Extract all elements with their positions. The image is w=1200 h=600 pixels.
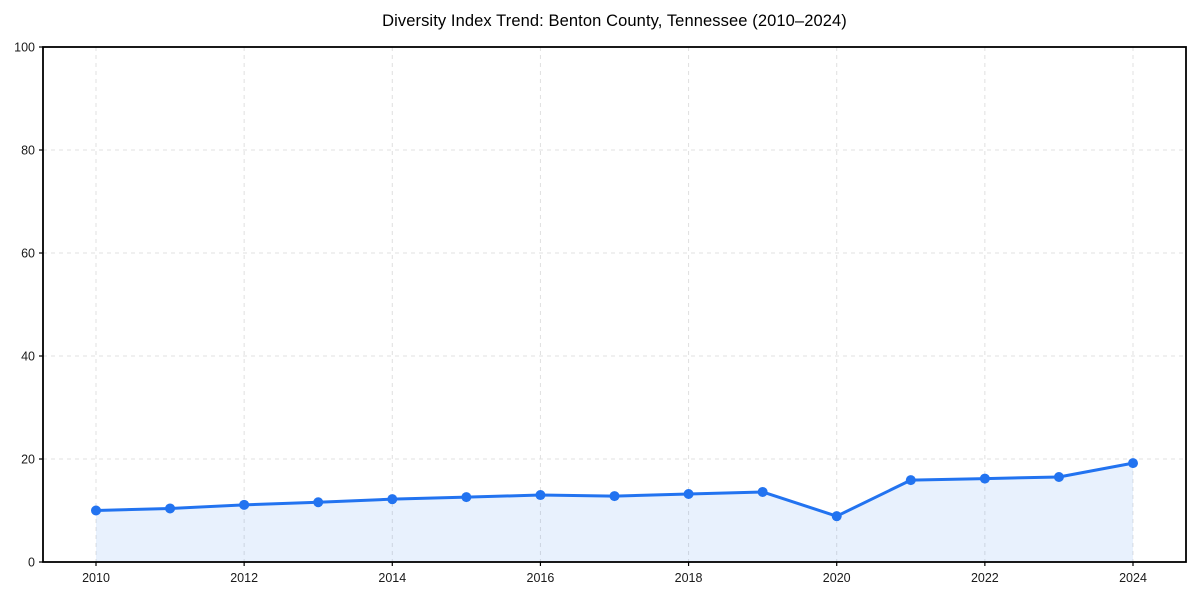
data-point-2017: [609, 491, 620, 502]
data-point-2013: [313, 497, 324, 508]
data-point-2010: [91, 505, 101, 516]
plot-border: [42, 46, 1187, 563]
x-tick-label: 2020: [823, 571, 851, 585]
data-point-2018: [683, 489, 694, 500]
x-tick-label: 2018: [675, 571, 703, 585]
data-point-2022: [979, 473, 990, 484]
data-point-2016: [535, 490, 546, 501]
area-fill: [96, 463, 1133, 562]
data-point-2023: [1053, 472, 1064, 483]
data-point-2015: [461, 492, 472, 503]
data-point-2021: [905, 475, 916, 486]
y-tick-label: 60: [21, 247, 35, 261]
x-tick-label: 2024: [1119, 571, 1147, 585]
y-tick-label: 40: [21, 350, 35, 364]
x-tick-label: 2012: [230, 571, 258, 585]
y-tick-label: 100: [14, 41, 35, 55]
x-tick-label: 2016: [527, 571, 555, 585]
x-tick-label: 2014: [378, 571, 406, 585]
y-tick-label: 80: [21, 144, 35, 158]
data-point-2019: [757, 486, 768, 497]
x-tick-label: 2022: [971, 571, 999, 585]
chart-title: Diversity Index Trend: Benton County, Te…: [382, 12, 847, 30]
y-tick-label: 0: [28, 556, 35, 570]
data-point-2012: [239, 499, 250, 510]
data-point-2024: [1128, 458, 1138, 469]
x-tick-label: 2010: [82, 571, 110, 585]
data-point-2014: [387, 494, 398, 505]
y-tick-label: 20: [21, 453, 35, 467]
data-point-2011: [165, 503, 176, 514]
data-point-2020: [831, 511, 842, 522]
